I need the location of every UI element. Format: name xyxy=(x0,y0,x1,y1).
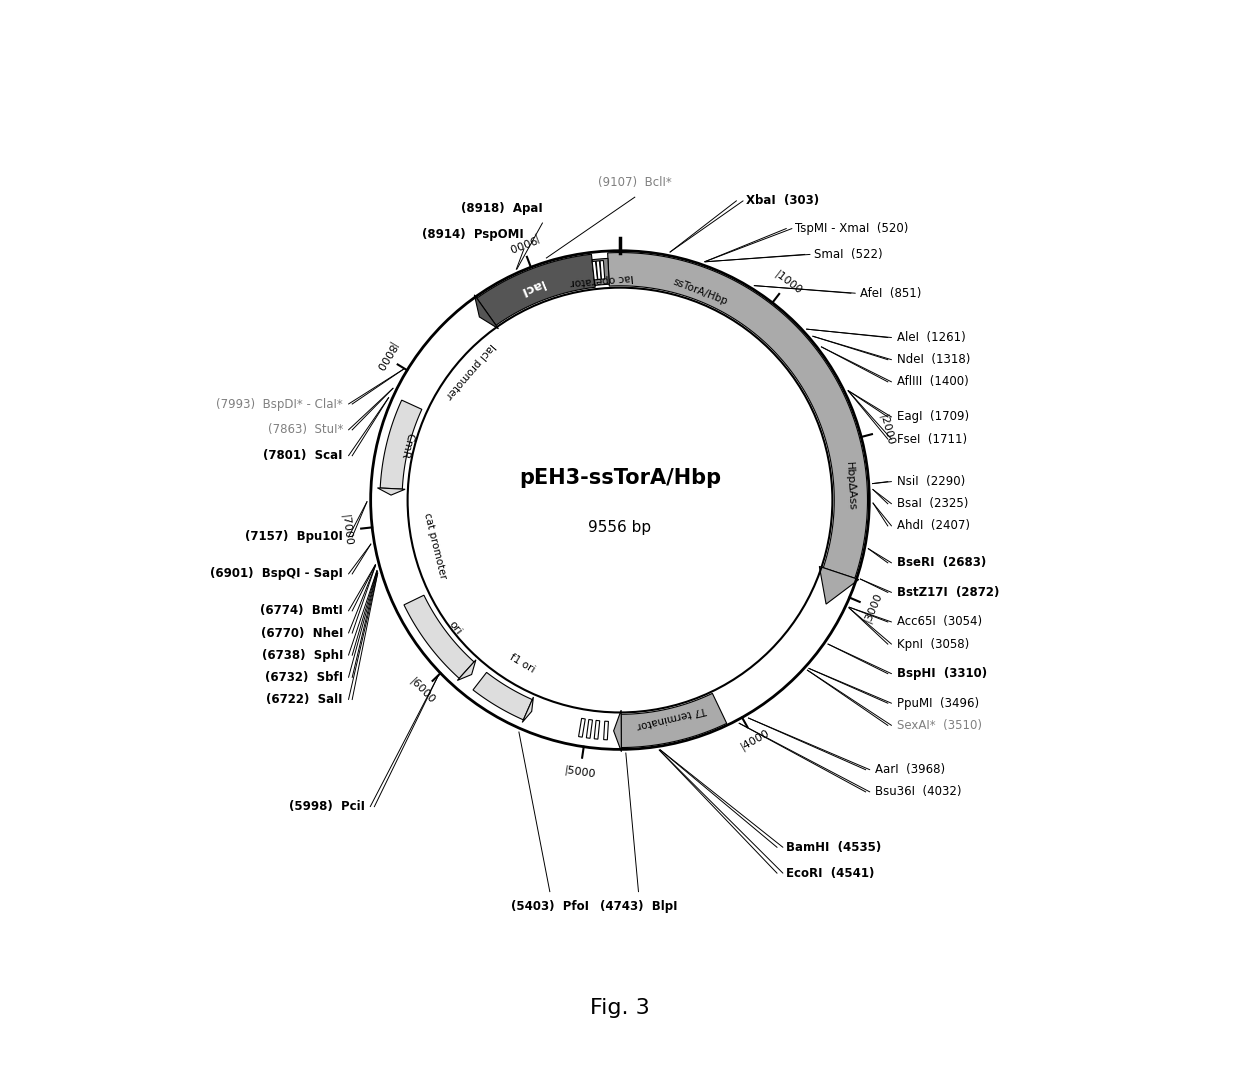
Text: AflIII  (1400): AflIII (1400) xyxy=(897,375,968,389)
Text: XbaI  (303): XbaI (303) xyxy=(745,194,818,207)
Text: EagI  (1709): EagI (1709) xyxy=(897,410,970,423)
Polygon shape xyxy=(381,401,422,489)
Text: BstZ17I  (2872): BstZ17I (2872) xyxy=(897,586,999,599)
Text: |8000: |8000 xyxy=(372,340,398,373)
Text: (6770)  NheI: (6770) NheI xyxy=(260,626,343,639)
Text: AfeI  (851): AfeI (851) xyxy=(861,287,921,300)
Text: Bsu36I  (4032): Bsu36I (4032) xyxy=(875,785,961,798)
Text: (6722)  SalI: (6722) SalI xyxy=(267,693,343,706)
Text: HbpΔAss: HbpΔAss xyxy=(844,462,857,511)
Text: TspMI - XmaI  (520): TspMI - XmaI (520) xyxy=(795,222,909,235)
Text: |4000: |4000 xyxy=(738,728,771,753)
Text: PpuMI  (3496): PpuMI (3496) xyxy=(897,697,980,710)
Polygon shape xyxy=(476,255,595,325)
Polygon shape xyxy=(371,250,869,750)
Text: AhdI  (2407): AhdI (2407) xyxy=(897,520,970,533)
Text: (8918)  ApaI: (8918) ApaI xyxy=(461,202,542,215)
Polygon shape xyxy=(522,697,533,723)
Polygon shape xyxy=(377,488,405,495)
Text: |9000: |9000 xyxy=(505,232,538,253)
Polygon shape xyxy=(593,261,598,280)
Text: NdeI  (1318): NdeI (1318) xyxy=(897,353,971,366)
Text: |6000: |6000 xyxy=(407,676,436,706)
Text: |5000: |5000 xyxy=(563,765,596,780)
Text: f1 ori: f1 ori xyxy=(508,652,537,674)
Polygon shape xyxy=(591,259,609,286)
Polygon shape xyxy=(596,261,601,279)
Polygon shape xyxy=(475,295,498,329)
Polygon shape xyxy=(608,252,868,578)
Text: |2000: |2000 xyxy=(877,413,895,447)
Text: 9556 bp: 9556 bp xyxy=(589,520,651,535)
Text: |1000: |1000 xyxy=(773,268,804,296)
Text: ori: ori xyxy=(446,620,464,637)
Polygon shape xyxy=(579,719,585,737)
Polygon shape xyxy=(600,261,605,279)
Polygon shape xyxy=(594,721,600,739)
Text: (7993)  BspDI* - ClaI*: (7993) BspDI* - ClaI* xyxy=(216,397,343,410)
Text: (9107)  BclI*: (9107) BclI* xyxy=(598,176,672,189)
Text: (6901)  BspQI - SapI: (6901) BspQI - SapI xyxy=(210,567,343,580)
Polygon shape xyxy=(587,720,593,738)
Text: (7157)  Bpu10I: (7157) Bpu10I xyxy=(246,531,343,543)
Text: AarI  (3968): AarI (3968) xyxy=(875,764,945,777)
Text: BspHI  (3310): BspHI (3310) xyxy=(897,667,987,680)
Text: NsiI  (2290): NsiI (2290) xyxy=(897,475,965,488)
Text: CmR: CmR xyxy=(399,432,415,460)
Text: Fig. 3: Fig. 3 xyxy=(590,998,650,1018)
Text: |3000: |3000 xyxy=(862,591,884,624)
Text: lac operator: lac operator xyxy=(569,272,634,287)
Polygon shape xyxy=(404,595,474,679)
Text: BamHI  (4535): BamHI (4535) xyxy=(786,841,882,854)
Polygon shape xyxy=(621,694,727,748)
Text: (5998)  PciI: (5998) PciI xyxy=(289,800,365,813)
Text: BseRI  (2683): BseRI (2683) xyxy=(897,556,986,569)
Text: pEH3-ssTorA/Hbp: pEH3-ssTorA/Hbp xyxy=(518,468,722,488)
Polygon shape xyxy=(472,672,532,720)
Polygon shape xyxy=(820,566,859,604)
Text: BsaI  (2325): BsaI (2325) xyxy=(897,497,968,510)
Text: EcoRI  (4541): EcoRI (4541) xyxy=(786,867,874,880)
Text: AleI  (1261): AleI (1261) xyxy=(897,331,966,344)
Polygon shape xyxy=(604,721,609,740)
Text: SmaI  (522): SmaI (522) xyxy=(813,248,883,261)
Text: |7000: |7000 xyxy=(340,513,353,547)
Text: Acc65I  (3054): Acc65I (3054) xyxy=(897,615,982,628)
Polygon shape xyxy=(614,710,621,752)
Text: (6774)  BmtI: (6774) BmtI xyxy=(260,605,343,618)
Text: FseI  (1711): FseI (1711) xyxy=(897,433,967,446)
Text: (7801)  ScaI: (7801) ScaI xyxy=(263,449,343,462)
Text: (5403)  PfoI: (5403) PfoI xyxy=(511,900,589,913)
Text: cat promoter: cat promoter xyxy=(423,511,448,580)
Text: lacI promoter: lacI promoter xyxy=(444,342,497,401)
Text: (7863)  StuI*: (7863) StuI* xyxy=(268,423,343,436)
Text: (8914)  PspOMI: (8914) PspOMI xyxy=(422,228,525,241)
Text: T7 terminator: T7 terminator xyxy=(636,705,708,730)
Text: KpnI  (3058): KpnI (3058) xyxy=(897,638,970,651)
Text: (6738)  SphI: (6738) SphI xyxy=(262,649,343,662)
Text: (6732)  SbfI: (6732) SbfI xyxy=(265,671,343,684)
Text: SexAI*  (3510): SexAI* (3510) xyxy=(897,719,982,731)
Text: ssTorA/Hbp: ssTorA/Hbp xyxy=(672,276,729,307)
Text: (4743)  BlpI: (4743) BlpI xyxy=(600,900,677,913)
Polygon shape xyxy=(371,250,869,750)
Polygon shape xyxy=(458,659,476,681)
Text: lacI: lacI xyxy=(518,276,546,297)
